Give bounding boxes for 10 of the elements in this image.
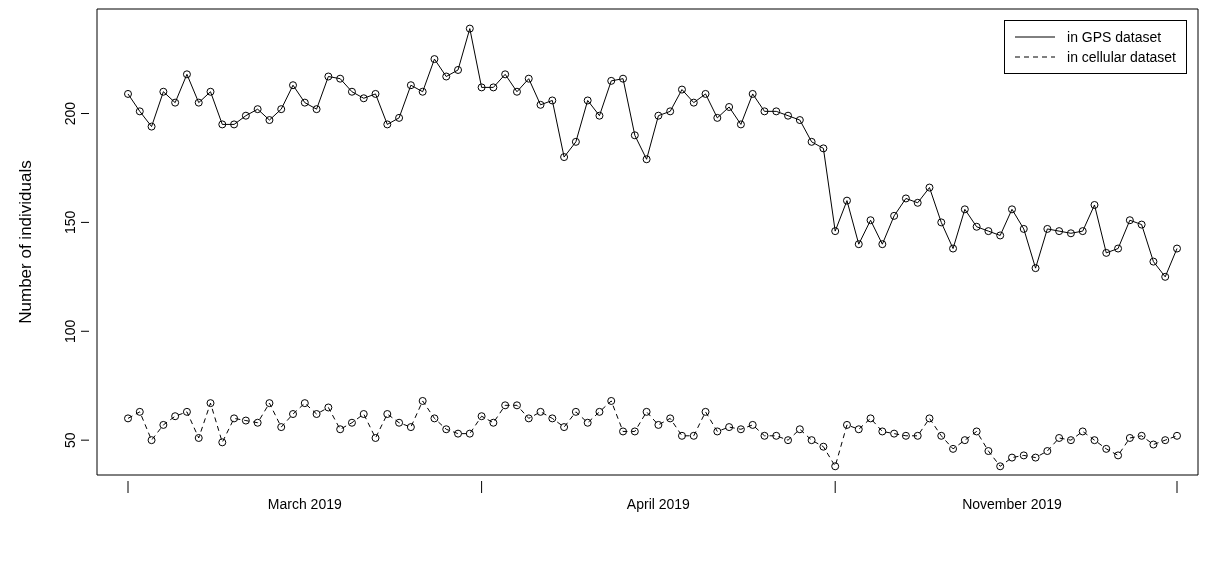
y-tick-label: 150 <box>62 210 78 235</box>
legend-label: in cellular dataset <box>1067 49 1176 65</box>
legend-label: in GPS dataset <box>1067 29 1162 45</box>
y-tick-label: 200 <box>62 101 78 126</box>
y-tick-label: 50 <box>62 432 78 448</box>
x-tick-label: March 2019 <box>267 496 342 512</box>
y-tick-label: 100 <box>62 319 78 343</box>
x-tick-label: November 2019 <box>962 496 1062 512</box>
x-tick-label: April 2019 <box>626 496 691 512</box>
y-axis-title: Number of individuals <box>16 160 36 324</box>
